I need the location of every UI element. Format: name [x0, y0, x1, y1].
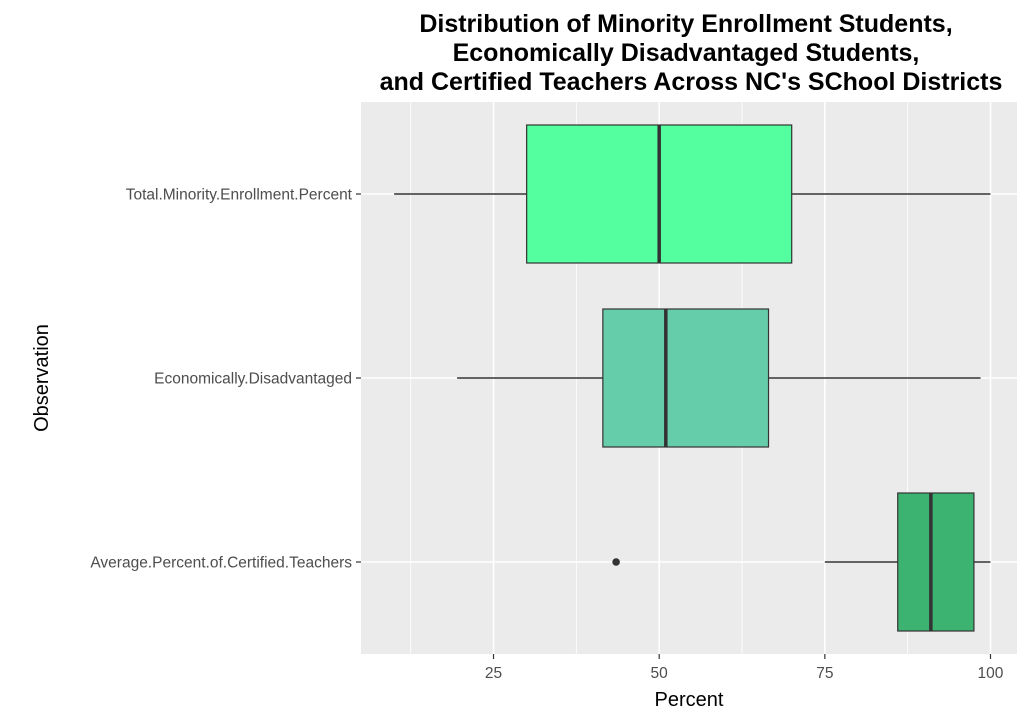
box-iqr: [897, 492, 975, 632]
box-Economically.Disadvantaged: [457, 308, 981, 448]
chart-title-line-3: and Certified Teachers Across NC's SChoo…: [380, 68, 1003, 96]
outlier-point: [612, 558, 620, 566]
y-tick-label: Economically.Disadvantaged: [154, 371, 352, 388]
box-Average.Percent.of.Certified.Teachers: [612, 492, 991, 632]
x-tick-label: 25: [485, 665, 502, 682]
chart-title-line-1: Distribution of Minority Enrollment Stud…: [419, 10, 952, 38]
y-axis-title: Observation: [31, 324, 53, 432]
x-tick-label: 50: [651, 665, 669, 682]
box-iqr: [602, 308, 770, 448]
box-Total.Minority.Enrollment.Percent: [394, 124, 991, 264]
x-axis-title: Percent: [655, 689, 724, 711]
x-tick-label: 100: [978, 665, 1004, 682]
chart-title: Distribution of Minority Enrollment Stud…: [380, 10, 1003, 96]
x-tick-label: 75: [816, 665, 833, 682]
chart-title-line-2: Economically Disadvantaged Students,: [453, 39, 920, 67]
axes: 25 50 75 100 Total.Minority.Enrollment.Perce…: [90, 187, 1003, 683]
box-layer: [394, 124, 991, 632]
y-tick-label: Total.Minority.Enrollment.Percent: [126, 187, 353, 204]
y-tick-label: Average.Percent.of.Certified.Teachers: [90, 555, 352, 572]
